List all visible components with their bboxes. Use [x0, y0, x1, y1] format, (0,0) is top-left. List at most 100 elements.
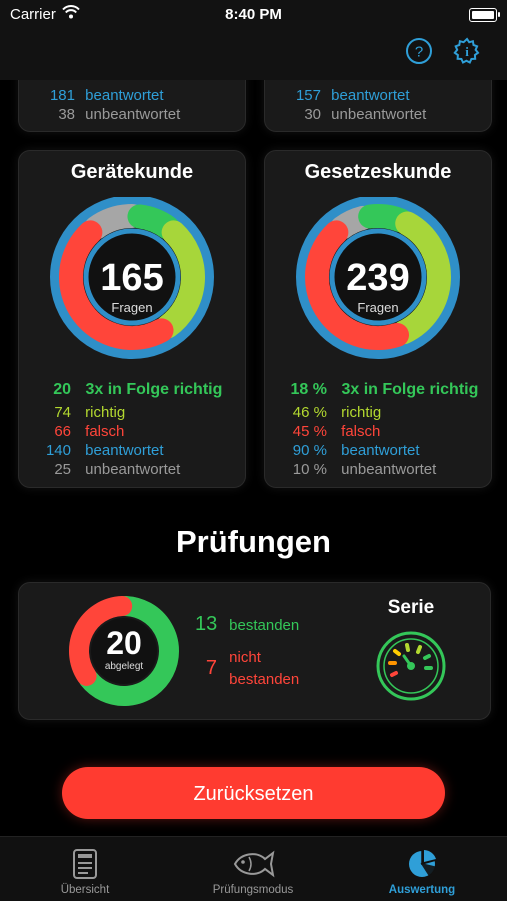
exam-total: 20 — [106, 625, 142, 661]
question-count: 239 — [346, 257, 410, 299]
exam-passed-segment — [78, 596, 179, 706]
stat-label: 3x in Folge richtig — [85, 381, 223, 398]
stat-value: 30 — [304, 106, 321, 123]
exams-card[interactable]: 20 abgelegt 13 bestanden 7 nicht bestand… — [18, 582, 491, 720]
tab-label: Auswertung — [388, 884, 456, 896]
exam-passed-label: bestanden — [229, 617, 300, 634]
stat-label: falsch — [85, 423, 125, 440]
stat-label: falsch — [341, 423, 381, 440]
stat-label: richtig — [341, 404, 382, 421]
reset-button[interactable]: Zurücksetzen — [62, 767, 445, 819]
stat-label: richtig — [85, 404, 126, 421]
tab-auswertung[interactable]: Auswertung — [352, 837, 492, 901]
pie-chart-icon — [409, 850, 436, 877]
svg-text:?: ? — [415, 44, 423, 61]
wrong-segment — [305, 220, 410, 350]
wifi-icon — [62, 5, 80, 19]
stat-value: 157 — [295, 87, 321, 104]
progress-ring — [296, 197, 460, 359]
speedometer-icon — [376, 631, 446, 701]
stat-row-unanswered: 10 % unbeantwortet — [275, 461, 436, 478]
help-button[interactable]: ? — [404, 36, 434, 66]
carrier-label: Carrier — [10, 6, 56, 23]
correct-segment — [391, 211, 451, 345]
stat-value: 38 — [58, 106, 75, 123]
stat-label: 3x in Folge richtig — [341, 381, 479, 398]
stat-label: unbeantwortet — [341, 461, 437, 478]
battery-icon — [469, 8, 500, 22]
exam-passed-value: 13 — [195, 613, 218, 635]
series-button[interactable] — [374, 629, 448, 703]
document-icon — [73, 849, 97, 879]
stat-label: beantwortet — [331, 87, 410, 104]
stat-label: beantwortet — [341, 442, 420, 459]
clock: 8:40 PM — [225, 6, 282, 23]
stat-row-streak: 18 % 3x in Folge richtig — [275, 381, 479, 399]
tab-label: Prüfungsmodus — [212, 884, 294, 896]
tab-pruefungsmodus[interactable]: Prüfungsmodus — [183, 837, 323, 901]
stat-value: 181 — [49, 87, 75, 104]
stat-label: unbeantwortet — [85, 461, 181, 478]
exam-total-label: abgelegt — [104, 661, 144, 672]
exam-passed-row: 13 bestanden — [195, 613, 299, 636]
tab-bar: Übersicht Prüfungsmodus Auswertung — [0, 836, 507, 901]
stat-value: 46 % — [292, 404, 327, 421]
card-title: Gerätekunde — [70, 161, 194, 183]
stat-row-streak: 20 3x in Folge richtig — [43, 381, 222, 399]
progress-ring — [50, 197, 214, 359]
answered-ring — [296, 197, 460, 359]
category-card-gesetzeskunde[interactable]: Gesetzeskunde 239 Fragen 18 % 3x in Folg… — [264, 150, 492, 488]
stat-row-answered: 181 beantwortet — [45, 87, 164, 104]
exam-failed-label-1: nicht — [229, 649, 261, 666]
tab-uebersicht[interactable]: Übersicht — [15, 837, 155, 901]
stat-value: 25 — [54, 461, 71, 478]
stat-label: beantwortet — [85, 442, 164, 459]
stat-row-unanswered: 25 unbeantwortet — [43, 461, 180, 478]
stat-value: 140 — [45, 442, 71, 459]
stat-row-unanswered: 38 unbeantwortet — [45, 106, 180, 123]
stat-row-answered: 157 beantwortet — [291, 87, 410, 104]
card-title: Gesetzeskunde — [304, 161, 452, 183]
question-icon: ? — [406, 38, 432, 64]
question-count-label: Fragen — [357, 300, 399, 315]
svg-text:i: i — [465, 44, 469, 59]
stat-label: unbeantwortet — [85, 106, 181, 123]
exam-failed-row: 7 nicht bestanden — [195, 647, 299, 691]
inner-answered-ring — [83, 228, 181, 326]
navigation-bar: ? i — [0, 0, 507, 80]
wrong-segment — [59, 220, 174, 350]
exam-ring-hole — [91, 618, 157, 684]
stat-row-answered: 140 beantwortet — [43, 442, 164, 459]
stat-row-correct: 74 richtig — [43, 404, 125, 421]
stat-value: 20 — [53, 381, 71, 398]
gear-info-icon: i — [453, 37, 480, 64]
correct-segment — [155, 220, 205, 339]
answered-ring — [50, 197, 214, 359]
stat-row-correct: 46 % richtig — [275, 404, 381, 421]
exam-failed-value: 7 — [205, 657, 217, 679]
stat-row-answered: 90 % beantwortet — [275, 442, 420, 459]
stat-label: beantwortet — [85, 87, 164, 104]
status-bar: Carrier 8:40 PM — [0, 0, 507, 30]
question-count: 165 — [100, 257, 164, 299]
settings-button[interactable]: i — [452, 36, 482, 66]
stat-value: 74 — [54, 404, 71, 421]
stat-row-wrong: 45 % falsch — [275, 423, 381, 440]
stat-label: unbeantwortet — [331, 106, 427, 123]
question-count-label: Fragen — [111, 300, 153, 315]
exam-failed-segment — [69, 596, 133, 686]
fish-icon — [233, 850, 275, 878]
category-card-geraetekunde[interactable]: Gerätekunde 165 Fragen 20 3x in Folge ri… — [18, 150, 246, 488]
series-title: Serie — [387, 597, 435, 618]
stat-value: 10 % — [292, 461, 327, 478]
exam-ring — [69, 596, 179, 706]
unanswered-segment — [84, 204, 145, 240]
stat-value: 66 — [54, 423, 71, 440]
stat-row-wrong: 66 falsch — [43, 423, 124, 440]
stat-value: 45 % — [292, 423, 327, 440]
stat-row-unanswered: 30 unbeantwortet — [291, 106, 426, 123]
stat-value: 90 % — [292, 442, 327, 459]
inner-answered-ring — [329, 228, 427, 326]
stat-value: 18 % — [290, 381, 327, 398]
section-title-exams: Prüfungen — [176, 524, 331, 559]
